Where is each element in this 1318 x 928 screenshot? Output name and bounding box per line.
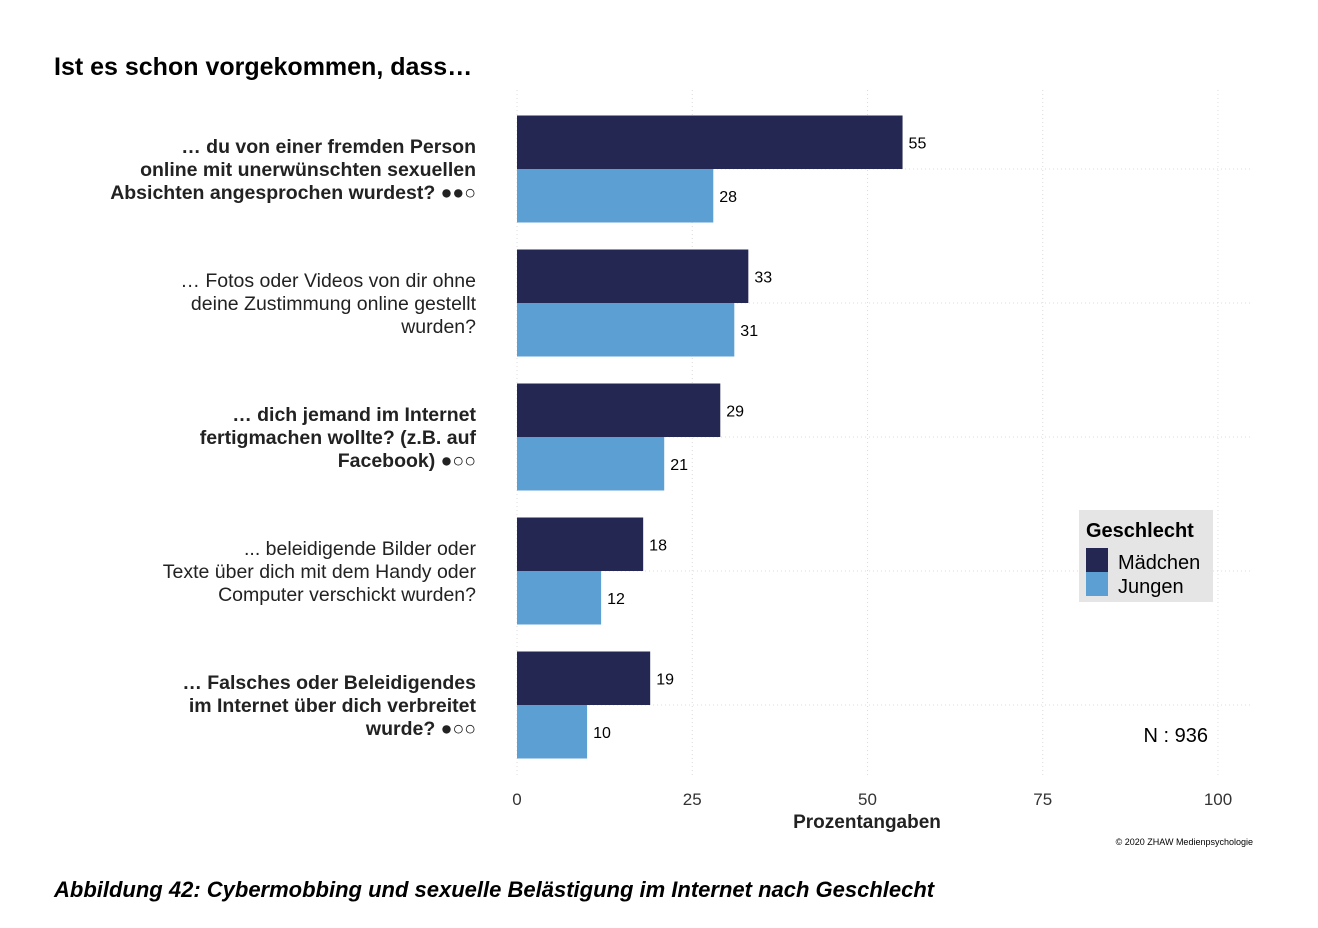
figure-caption: Abbildung 42: Cybermobbing und sexuelle …: [54, 877, 935, 902]
category-label: Absichten angesprochen wurdest? ●●○: [110, 182, 476, 204]
category-label: deine Zustimmung online gestellt: [191, 293, 477, 315]
bar-jungen: [517, 437, 665, 491]
legend: Geschlecht Mädchen Jungen: [1079, 510, 1213, 602]
x-axis-ticks: 0 25 50 75 100: [512, 790, 1232, 809]
bar-maedchen: [517, 383, 721, 437]
x-tick-label: 25: [683, 790, 702, 809]
bar-jungen: [517, 571, 602, 625]
category-label: im Internet über dich verbreitet: [189, 695, 477, 717]
category-label: online mit unerwünschten sexuellen: [140, 159, 476, 181]
x-tick-label: 75: [1033, 790, 1052, 809]
value-label: 55: [909, 135, 927, 152]
bar-jungen: [517, 303, 735, 357]
category-label: … du von einer fremden Person: [181, 136, 476, 158]
value-label: 18: [649, 537, 667, 554]
legend-label-jungen: Jungen: [1118, 576, 1184, 598]
category-label: ... beleidigende Bilder oder: [244, 538, 476, 560]
legend-swatch-maedchen: [1086, 548, 1108, 572]
bar-maedchen: [517, 249, 749, 303]
category-label: wurden?: [400, 316, 476, 338]
category-label: Computer verschickt wurden?: [218, 584, 476, 606]
bar-jungen: [517, 169, 714, 223]
legend-label-maedchen: Mädchen: [1118, 552, 1200, 574]
value-label: 12: [607, 591, 625, 608]
legend-title: Geschlecht: [1086, 520, 1194, 542]
value-label: 10: [593, 725, 611, 742]
value-label: 31: [740, 323, 758, 340]
category-label: … Fotos oder Videos von dir ohne: [180, 270, 476, 292]
x-tick-label: 50: [858, 790, 877, 809]
category-label: fertigmachen wollte? (z.B. auf: [200, 427, 477, 449]
bar-maedchen: [517, 115, 903, 169]
bars: 55 28 33 31 29 21 18 12 19 10: [517, 115, 927, 759]
category-label: Facebook) ●○○: [338, 450, 476, 472]
x-tick-label: 100: [1204, 790, 1232, 809]
x-tick-label: 0: [512, 790, 521, 809]
value-label: 19: [656, 671, 674, 688]
bar-jungen: [517, 705, 588, 759]
sample-size-label: N : 936: [1144, 725, 1208, 747]
category-label: wurde? ●○○: [365, 718, 476, 740]
category-label: … Falsches oder Beleidigendes: [182, 672, 476, 694]
value-label: 29: [726, 403, 744, 420]
chart-title: Ist es schon vorgekommen, dass…: [54, 53, 472, 81]
bar-maedchen: [517, 651, 651, 705]
bar-maedchen: [517, 517, 644, 571]
category-label: … dich jemand im Internet: [232, 404, 476, 426]
value-label: 28: [719, 189, 737, 206]
x-axis-label: Prozentangaben: [793, 812, 941, 833]
copyright-note: © 2020 ZHAW Medienpsychologie: [1116, 837, 1253, 847]
category-label: Texte über dich mit dem Handy oder: [163, 561, 477, 583]
value-label: 21: [670, 457, 688, 474]
legend-swatch-jungen: [1086, 572, 1108, 596]
value-label: 33: [754, 269, 772, 286]
